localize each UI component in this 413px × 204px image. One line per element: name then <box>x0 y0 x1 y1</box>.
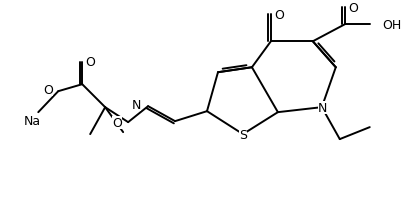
Text: O: O <box>347 2 357 15</box>
Text: N: N <box>131 98 141 111</box>
Text: N: N <box>317 101 327 114</box>
Text: O: O <box>273 9 283 22</box>
Text: OH: OH <box>382 19 401 32</box>
Text: O: O <box>43 83 53 96</box>
Text: Na: Na <box>24 114 41 127</box>
Text: S: S <box>238 128 246 141</box>
Text: O: O <box>112 116 122 129</box>
Text: O: O <box>85 55 95 68</box>
